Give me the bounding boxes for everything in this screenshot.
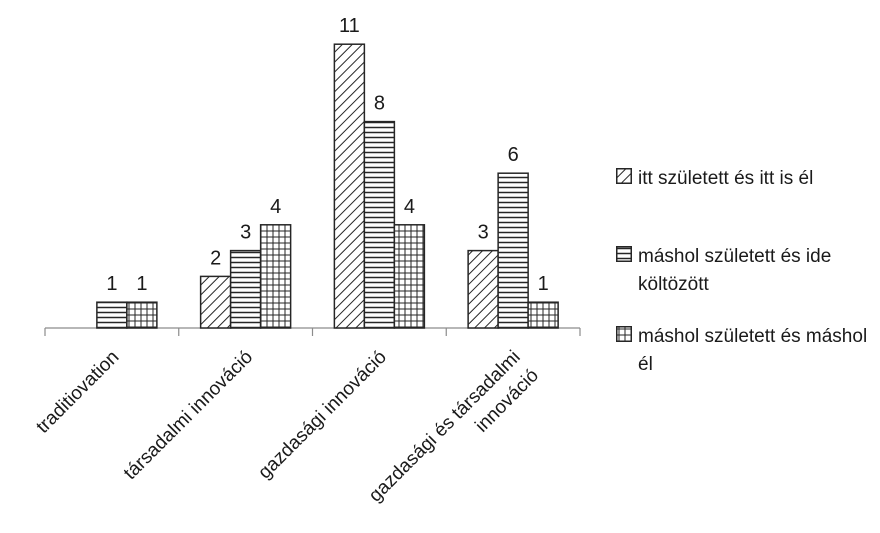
bar xyxy=(259,224,292,329)
legend: itt született és itt is él máshol szület… xyxy=(616,165,876,403)
x-tick-label: gazdasági és társadalmiinnováció xyxy=(365,347,543,525)
data-label: 1 xyxy=(106,273,117,295)
bar xyxy=(199,275,232,329)
legend-label: itt született és itt is él xyxy=(638,168,814,189)
data-label: 4 xyxy=(404,196,415,218)
data-label: 3 xyxy=(478,222,489,244)
data-label: 4 xyxy=(270,196,281,218)
bar xyxy=(393,224,426,329)
bar xyxy=(96,301,128,329)
bar xyxy=(126,301,158,329)
data-label: 6 xyxy=(508,144,519,166)
legend-swatch-horizontal xyxy=(616,246,632,262)
data-label: 11 xyxy=(339,15,360,37)
legend-item-series-2: máshol született és ide költözött xyxy=(616,243,876,299)
legend-label: máshol született és ide költözött xyxy=(638,246,832,295)
x-tick-label: traditiovation xyxy=(32,347,123,438)
legend-item-series-3: máshol született és máshol él xyxy=(616,323,876,379)
bar xyxy=(363,120,396,329)
data-label: 1 xyxy=(538,273,549,295)
legend-item-series-1: itt született és itt is él xyxy=(616,165,876,193)
bar xyxy=(333,43,366,329)
x-tick-label: társadalmi innováció xyxy=(120,347,257,484)
data-label: 8 xyxy=(374,93,385,115)
bar xyxy=(229,249,262,329)
bar xyxy=(467,249,499,329)
legend-swatch-diagonal xyxy=(616,168,632,184)
legend-swatch-grid xyxy=(616,326,632,342)
bar xyxy=(497,172,529,329)
data-label: 2 xyxy=(210,247,221,269)
x-tick-label: gazdasági innováció xyxy=(254,347,391,484)
data-label: 3 xyxy=(240,222,251,244)
legend-label: máshol született és máshol él xyxy=(638,326,868,375)
data-label: 1 xyxy=(136,273,147,295)
bar xyxy=(527,301,559,329)
